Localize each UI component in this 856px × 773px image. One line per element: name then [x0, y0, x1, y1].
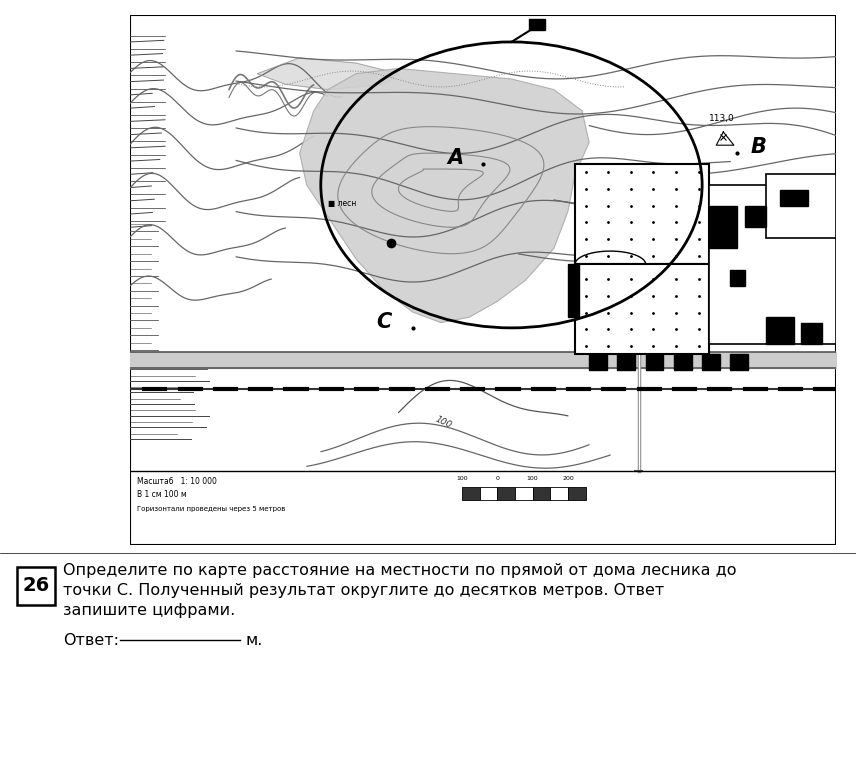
- Bar: [575, 164, 709, 264]
- Text: 100: 100: [456, 476, 468, 482]
- Text: 200: 200: [562, 476, 574, 482]
- Polygon shape: [300, 69, 589, 322]
- Text: 100: 100: [526, 476, 538, 482]
- Bar: [17, 567, 55, 605]
- Bar: [709, 185, 836, 344]
- Text: 113,0: 113,0: [709, 114, 735, 124]
- Bar: [589, 354, 607, 370]
- Bar: [617, 354, 635, 370]
- Bar: [674, 354, 692, 370]
- Bar: [745, 206, 765, 227]
- Text: B: B: [751, 137, 767, 157]
- Text: Определите по карте расстояние на местности по прямой от дома лесника до: Определите по карте расстояние на местно…: [63, 563, 736, 578]
- Bar: [515, 487, 532, 500]
- Text: м.: м.: [246, 633, 264, 648]
- Text: запишите цифрами.: запишите цифрами.: [63, 603, 235, 618]
- Bar: [550, 487, 568, 500]
- Text: ■ лесн: ■ лесн: [328, 199, 356, 208]
- Text: 26: 26: [22, 577, 50, 595]
- Bar: [568, 264, 579, 317]
- Bar: [730, 354, 748, 370]
- Polygon shape: [257, 58, 398, 90]
- Text: В 1 см 100 м: В 1 см 100 м: [137, 490, 187, 499]
- Text: Масштаб   1: 10 000: Масштаб 1: 10 000: [137, 477, 217, 486]
- Bar: [765, 317, 794, 344]
- Text: A: A: [447, 148, 463, 168]
- Bar: [702, 354, 720, 370]
- Bar: [730, 270, 745, 285]
- Bar: [462, 487, 479, 500]
- Bar: [529, 19, 544, 30]
- Bar: [575, 264, 709, 354]
- Bar: [497, 487, 515, 500]
- Bar: [645, 354, 663, 370]
- Text: Горизонтали проведены через 5 метров: Горизонтали проведены через 5 метров: [137, 506, 286, 512]
- Text: Ответ:: Ответ:: [63, 633, 119, 648]
- Bar: [479, 487, 497, 500]
- Text: C: C: [377, 312, 392, 332]
- Bar: [568, 487, 586, 500]
- Text: 100: 100: [434, 415, 453, 431]
- Text: 0: 0: [496, 476, 499, 482]
- Bar: [801, 322, 822, 344]
- Text: точки C. Полученный результат округлите до десятков метров. Ответ: точки C. Полученный результат округлите …: [63, 583, 664, 598]
- Bar: [765, 174, 836, 238]
- Bar: [532, 487, 550, 500]
- Bar: [780, 190, 808, 206]
- Bar: [709, 206, 738, 248]
